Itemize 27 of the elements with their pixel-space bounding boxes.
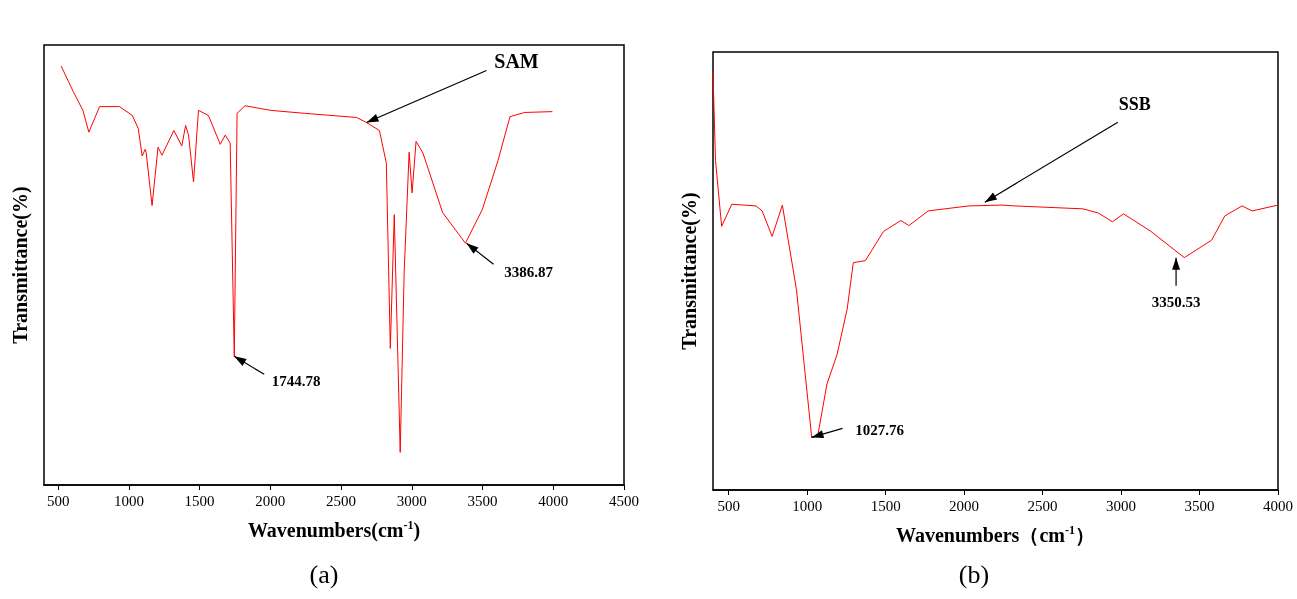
annotation: 3350.53 <box>1151 293 1201 311</box>
x-tick-label: 1500 <box>184 492 215 509</box>
y-axis-title: Transmittance(%) <box>9 186 32 344</box>
text: (a) <box>308 560 340 590</box>
x-tick-label: 2500 <box>1027 497 1058 514</box>
x-tick-label: 1000 <box>113 492 144 509</box>
x-tick-label: 2000 <box>949 497 980 514</box>
x-tick-label: 2000 <box>255 492 286 509</box>
annotation: 1027.76 <box>855 421 904 439</box>
x-tick-label: 3500 <box>1184 497 1215 514</box>
x-tick-label: 1500 <box>870 497 901 514</box>
x-tick-label: 4500 <box>609 492 639 509</box>
x-tick-label: 3000 <box>396 492 427 509</box>
text: (b) <box>957 560 991 590</box>
x-tick-label: 4000 <box>538 492 569 509</box>
annotation: 1744.78 <box>271 372 321 390</box>
x-tick-label: 3000 <box>1106 497 1137 514</box>
annotation: 3386.87 <box>504 263 553 281</box>
x-tick-label: 2500 <box>326 492 357 509</box>
x-tick-label: 500 <box>717 497 740 514</box>
annotation: SSB <box>1118 93 1151 115</box>
y-axis-title: Transmittance(%) <box>678 192 701 350</box>
x-tick-label: 3500 <box>467 492 498 509</box>
x-tick-label: 4000 <box>1263 497 1293 514</box>
x-tick-label: 1000 <box>792 497 823 514</box>
x-tick-label: 500 <box>46 492 70 509</box>
annotation: SAM <box>494 49 539 73</box>
